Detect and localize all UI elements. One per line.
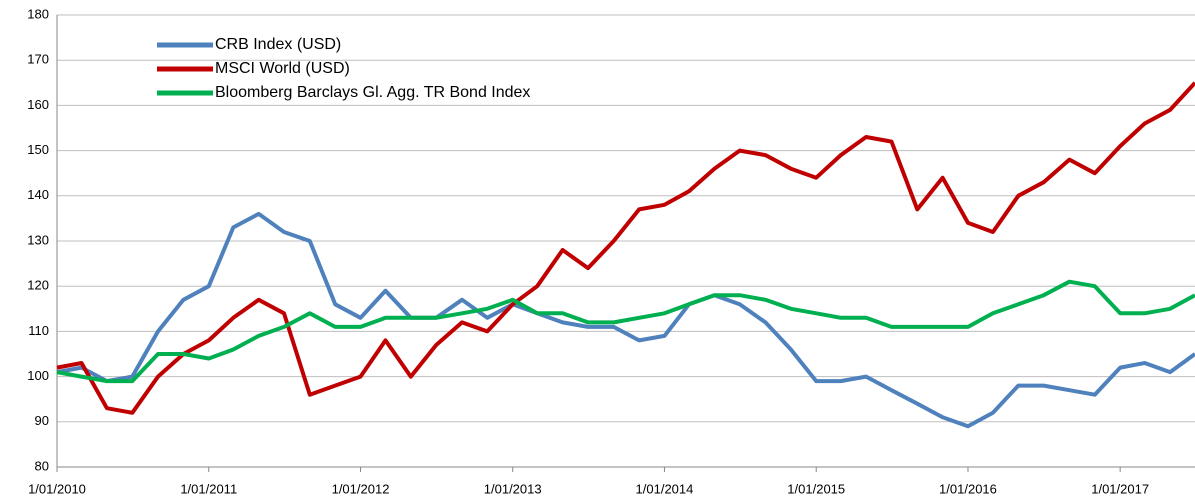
x-tick-label: 1/01/2013 (484, 481, 542, 496)
y-tick-label: 170 (27, 52, 49, 67)
series-line (56, 211, 1195, 429)
y-tick-label: 90 (35, 413, 49, 428)
series-line (56, 279, 1195, 384)
legend-label: MSCI World (USD) (215, 60, 350, 77)
x-tick-label: 1/01/2011 (180, 481, 237, 496)
x-tick-label: 1/01/2014 (636, 481, 694, 496)
y-tick-label: 150 (27, 142, 49, 157)
y-tick-label: 100 (27, 368, 49, 383)
x-tick-label: 1/01/2012 (332, 481, 390, 496)
x-tick-label: 1/01/2010 (28, 481, 86, 496)
y-tick-label: 140 (27, 187, 49, 202)
x-tick-label: 1/01/2015 (787, 481, 845, 496)
y-tick-label: 80 (35, 458, 49, 473)
legend-label: CRB Index (USD) (215, 36, 341, 53)
series-line (56, 81, 1195, 415)
y-tick-label: 180 (27, 6, 49, 21)
y-tick-label: 130 (27, 232, 49, 247)
y-tick-label: 160 (27, 97, 49, 112)
y-tick-label: 110 (28, 323, 49, 338)
x-tick-label: 1/01/2016 (939, 481, 997, 496)
legend-label: Bloomberg Barclays Gl. Agg. TR Bond Inde… (215, 84, 530, 101)
y-tick-label: 120 (27, 278, 49, 293)
x-tick-label: 1/01/2017 (1091, 481, 1149, 496)
